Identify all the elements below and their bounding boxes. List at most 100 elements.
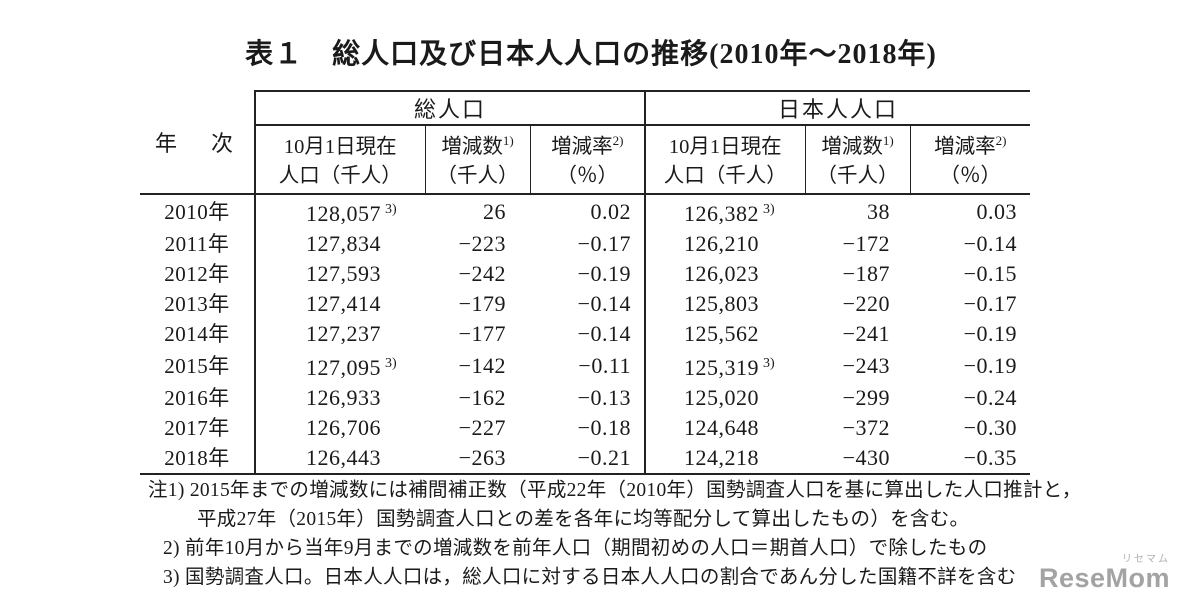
subheader-text: 増減率	[551, 135, 613, 158]
japanese-change-value: −243	[842, 352, 890, 378]
japanese-change-cell: −187	[805, 259, 910, 289]
total-rate-value: −0.14	[577, 320, 631, 346]
japanese-rate-value: −0.24	[963, 384, 1018, 410]
total-change-value: −263	[458, 444, 506, 470]
group-header-total-population: 総人口	[254, 90, 645, 126]
total-population-cell: 127,414	[254, 288, 425, 319]
subheader-line1: 増減率2)	[911, 126, 1031, 162]
japanese-change-cell: −241	[805, 319, 910, 349]
total-rate-cell: −0.14	[530, 289, 645, 319]
subheader-line2: 人口（千人）	[663, 164, 787, 187]
total-rate-cell: −0.13	[530, 383, 645, 413]
footnotes: 注1) 2015年までの増減数には補間補正数（平成22年（2010年）国勢調査人…	[142, 476, 1142, 592]
japanese-rate-cell: −0.15	[910, 259, 1030, 289]
total-rate-value: −0.17	[577, 230, 631, 256]
japanese-rate-value: −0.19	[963, 352, 1018, 378]
subheader-line2: （千人）	[816, 164, 899, 187]
total-population-cell: 126,933	[254, 382, 425, 413]
total-change-cell: −179	[425, 289, 530, 319]
table-body: 2010年 128,057 3) 26 0.02 126,382 3) 38 0.0…	[140, 193, 1031, 475]
japanese-change-value: −430	[842, 444, 890, 470]
total-population-cell: 126,443	[254, 442, 425, 475]
japanese-population-value: 125,562	[684, 320, 759, 346]
year-cell: 2010年	[164, 199, 230, 224]
total-change-cell: −177	[425, 319, 530, 349]
footnote-3: 3) 国勢調査人口。日本人人口は，総人口に対する日本人人口の割合であん分した国籍…	[163, 567, 1017, 588]
japanese-population-value: 126,382	[684, 200, 759, 226]
note-ref: 3)	[763, 355, 775, 371]
japanese-change-cell: −372	[805, 413, 910, 443]
note-ref: 1)	[502, 133, 514, 148]
total-change-value: −142	[458, 352, 506, 378]
total-population-cell: 127,593	[254, 258, 425, 289]
note-ref: 3)	[385, 201, 397, 217]
year-cell: 2011年	[164, 231, 230, 256]
total-population-value: 127,237	[306, 320, 381, 346]
total-population-value: 127,834	[306, 230, 381, 256]
footnote-2: 2) 前年10月から当年9月までの増減数を前年人口（期間初めの人口＝期首人口）で…	[163, 538, 988, 559]
total-population-cell: 128,057 3)	[254, 193, 425, 229]
year-cell: 2013年	[164, 291, 230, 316]
total-change-cell: −223	[425, 229, 530, 259]
japanese-change-value: −220	[842, 290, 890, 316]
japanese-rate-cell: −0.30	[910, 413, 1030, 443]
total-change-value: −162	[458, 384, 506, 410]
japanese-change-value: −172	[842, 230, 890, 256]
japanese-population-value: 126,023	[684, 260, 759, 286]
japanese-change-value: −299	[842, 384, 890, 410]
note-ref: 3)	[385, 355, 397, 371]
japanese-population-cell: 126,023	[644, 258, 805, 289]
japanese-change-cell: −299	[805, 383, 910, 413]
total-rate-cell: 0.02	[530, 194, 645, 229]
japanese-rate-value: −0.14	[963, 230, 1018, 256]
year-cell: 2015年	[164, 353, 230, 378]
subheader-japanese-change: 増減数1) （千人）	[804, 125, 910, 195]
subheader-line1: 増減数1)	[426, 126, 530, 162]
japanese-rate-cell: −0.14	[910, 229, 1030, 259]
japanese-population-value: 124,218	[684, 444, 759, 470]
table-row: 2012年 127,593 −242 −0.19 126,023 −187 −0…	[140, 258, 1030, 289]
subheader-line1: 増減数1)	[806, 126, 910, 162]
total-change-value: −223	[458, 230, 506, 256]
total-population-value: 128,057	[306, 200, 381, 226]
total-rate-value: −0.19	[577, 260, 631, 286]
japanese-change-cell: 38	[805, 194, 910, 229]
total-rate-cell: −0.17	[530, 229, 645, 259]
subheader-text: 10月1日現在	[668, 135, 782, 158]
japanese-population-value: 124,648	[684, 414, 759, 440]
total-population-cell: 126,706	[254, 412, 425, 443]
japanese-change-cell: −220	[805, 289, 910, 319]
subheader-japanese-population: 10月1日現在 人口（千人）	[644, 125, 805, 195]
japanese-change-value: −372	[842, 414, 890, 440]
japanese-change-cell: −243	[805, 349, 910, 383]
japanese-rate-cell: −0.19	[910, 319, 1030, 349]
japanese-population-value: 126,210	[684, 230, 759, 256]
subheader-text: 10月1日現在	[283, 135, 397, 158]
note-ref: 2)	[612, 133, 624, 148]
japanese-population-cell: 126,382 3)	[644, 193, 805, 229]
japanese-rate-cell: −0.35	[910, 442, 1031, 475]
page-title: 表１ 総人口及び日本人人口の推移(2010年～2018年)	[245, 39, 937, 70]
total-change-cell: −263	[425, 442, 530, 475]
table-row: 2014年 127,237 −177 −0.14 125,562 −241 −0…	[140, 318, 1030, 349]
total-population-value: 127,095	[306, 354, 381, 380]
total-change-value: −179	[458, 290, 506, 316]
japanese-rate-value: 0.03	[976, 198, 1018, 224]
total-population-value: 126,933	[306, 384, 381, 410]
japanese-population-cell: 125,562	[644, 318, 805, 349]
total-rate-cell: −0.21	[530, 442, 645, 475]
footnote-1-continued: 平成27年（2015年）国勢調査人口との差を各年に均等配分して算出したもの）を含…	[197, 509, 970, 530]
group-header-row: 年 次 総人口 日本人人口	[140, 90, 1031, 195]
japanese-rate-value: −0.30	[963, 414, 1018, 440]
japanese-change-value: 38	[867, 198, 890, 224]
total-change-cell: −227	[425, 413, 530, 443]
total-population-value: 126,443	[306, 444, 381, 470]
sub-header-row: 10月1日現在 人口（千人） 増減数1) （千人） 増減率2) （％） 10月1…	[140, 125, 1031, 195]
japanese-population-value: 125,803	[684, 290, 759, 316]
total-rate-value: 0.02	[590, 198, 631, 224]
subheader-line2: （％）	[556, 164, 619, 187]
total-change-cell: −142	[425, 349, 530, 383]
total-population-value: 126,706	[306, 414, 381, 440]
total-change-value: 26	[483, 198, 506, 224]
note-ref: 2)	[995, 133, 1007, 148]
